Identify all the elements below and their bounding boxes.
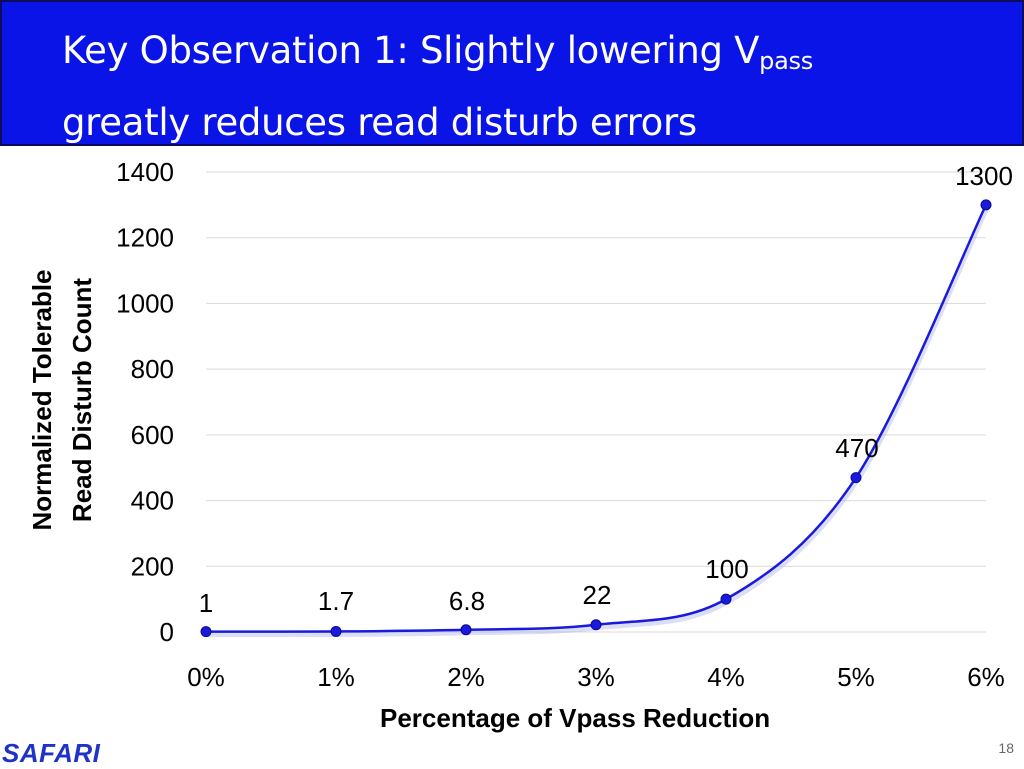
- data-label: 1300: [955, 161, 1013, 191]
- y-tick-label: 0: [160, 617, 174, 647]
- line-chart: 0 200 400 600 800 1000 1200 1400 0% 1% 2% 3% 4% 5% 6% 1…: [116, 157, 1013, 692]
- title-subscript: pass: [759, 47, 813, 75]
- y-tick-label: 1400: [116, 157, 174, 187]
- data-label: 470: [835, 433, 878, 463]
- y-tick-label: 200: [131, 551, 174, 581]
- data-point: [720, 593, 732, 605]
- y-axis-label-line-2: Read Disturb Count: [67, 277, 97, 523]
- data-point: [330, 625, 342, 637]
- series-line-shadow: [206, 206, 990, 638]
- data-label: 22: [583, 580, 612, 610]
- x-tick-label: 5%: [837, 662, 875, 692]
- safari-logo: SAFARI: [2, 738, 101, 768]
- slide-title: Key Observation 1: Slightly lowering Vpa…: [62, 20, 813, 154]
- x-tick-label: 2%: [447, 662, 485, 692]
- y-tick-label: 1000: [116, 288, 174, 318]
- y-tick-label: 800: [131, 354, 174, 384]
- y-tick-label: 1200: [116, 223, 174, 253]
- page-number: 18: [998, 740, 1014, 756]
- data-point: [460, 624, 472, 636]
- data-point: [590, 619, 602, 631]
- series-line: [205, 204, 988, 633]
- title-line-1: Key Observation 1: Slightly lowering V: [62, 29, 760, 72]
- x-tick-label: 1%: [317, 662, 355, 692]
- data-label: 1: [199, 588, 213, 618]
- y-axis-label-line-1: Normalized Tolerable: [27, 269, 57, 531]
- data-point: [850, 472, 862, 484]
- x-axis-label: Percentage of Vpass Reduction: [380, 703, 771, 733]
- title-line-2: greatly reduces read disturb errors: [62, 101, 697, 144]
- title-bar: Key Observation 1: Slightly lowering Vpa…: [0, 0, 1024, 146]
- y-tick-label: 600: [131, 420, 174, 450]
- x-tick-label: 0%: [187, 662, 225, 692]
- y-axis-label: Normalized Tolerable Read Disturb Count: [20, 245, 104, 555]
- data-label: 6.8: [449, 586, 485, 616]
- data-point: [980, 199, 992, 211]
- x-tick-label: 3%: [577, 662, 615, 692]
- data-label: 1.7: [318, 586, 354, 616]
- y-tick-label: 400: [131, 486, 174, 516]
- data-point: [200, 626, 212, 638]
- x-tick-label: 4%: [707, 662, 745, 692]
- x-tick-label: 6%: [967, 662, 1005, 692]
- data-label: 100: [705, 554, 748, 584]
